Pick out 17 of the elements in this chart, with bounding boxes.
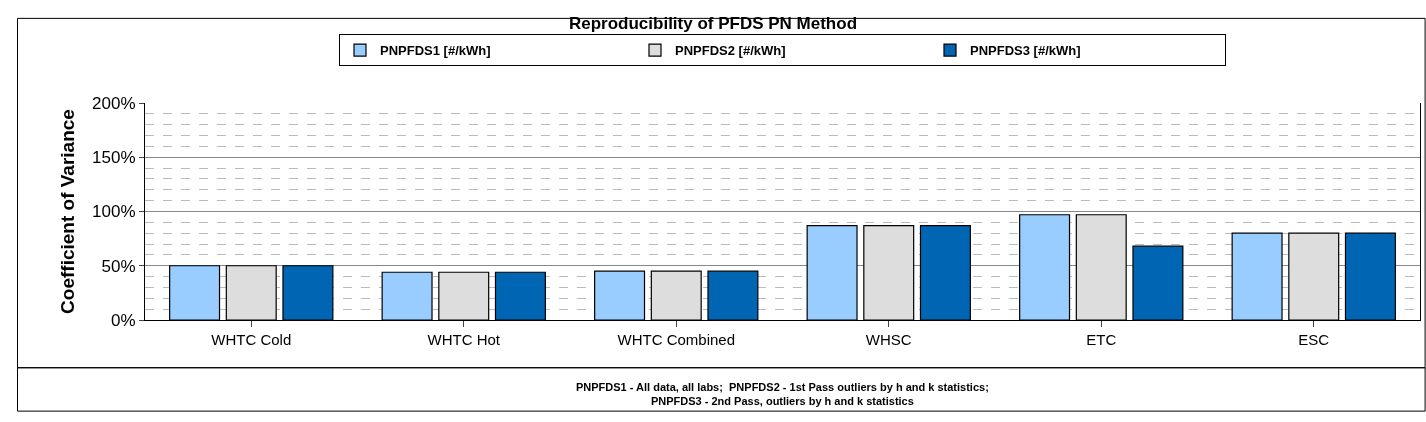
x-tick-label: ETC [1086,331,1117,348]
x-tick-label: WHTC Cold [211,331,292,348]
text: PNPFDS1 - All data, all labs; PNPFDS2 - 1st Pass outliers by h and k statistics; PNPFDS3 - 2nd Pass, outliers by h and k statistics [576,381,989,408]
x-tick-label: WHTC Hot [427,331,501,348]
y-tick-label: 0% [111,310,136,330]
y-tick-label: 100% [92,202,136,222]
x-tick-label: WHTC Combined [617,331,736,348]
y-axis-title: Coefficient of Variance [56,109,78,314]
x-tick-label: ESC [1298,331,1330,348]
legend-label: PNPFDS2 [#/kWh] [675,43,786,59]
legend-label: PNPFDS3 [#/kWh] [970,43,1081,59]
y-tick-label: 200% [92,93,136,113]
y-tick-label: 150% [92,148,136,168]
legend-label: PNPFDS1 [#/kWh] [380,43,491,59]
chart-title: Reproducibility of PFDS PN Method [568,13,858,33]
x-tick-label: WHSC [865,331,912,348]
y-tick-label: 50% [101,256,136,276]
